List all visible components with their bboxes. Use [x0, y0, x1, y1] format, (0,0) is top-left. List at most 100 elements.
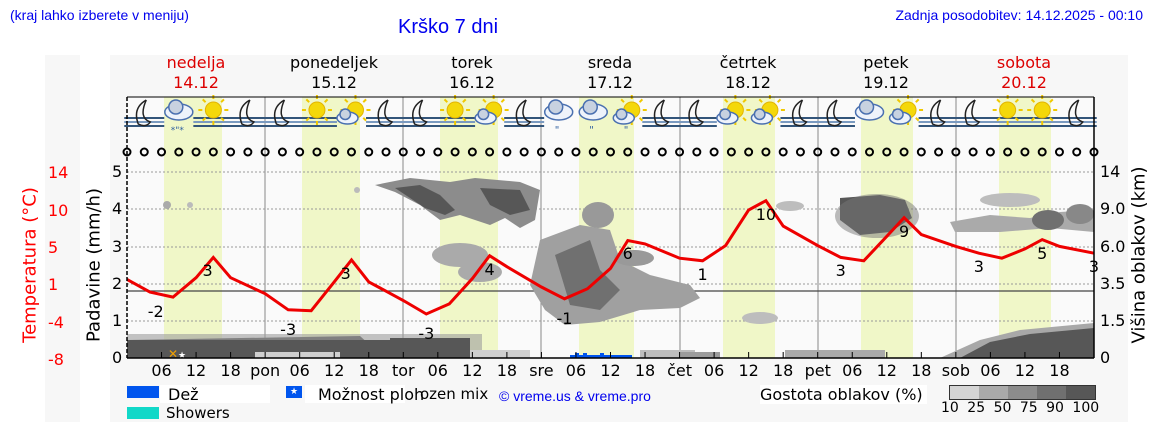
- x-tick-label: 18: [911, 361, 932, 380]
- temp-tick: -4: [48, 313, 64, 332]
- svg-text:★: ★: [178, 351, 186, 361]
- rain-legend-bg: [160, 385, 270, 403]
- x-tick-label: 18: [772, 361, 794, 380]
- page-title: Krško 7 dni: [398, 16, 499, 38]
- sun-cloud-icon: [750, 95, 785, 125]
- day-date: 15.12: [311, 73, 357, 92]
- temp-tick: -8: [48, 350, 64, 369]
- x-tick-label: 12: [324, 361, 345, 380]
- day-name: ponedeljek: [290, 53, 378, 72]
- cloud-rain-icon: ": [543, 99, 574, 136]
- precip-tick: 1: [112, 311, 123, 330]
- sun-cloud-rain-icon: ": [612, 95, 647, 136]
- density-tick: 90: [1046, 400, 1064, 416]
- day-name: četrtek: [719, 53, 777, 72]
- density-tick: 75: [1019, 400, 1038, 416]
- svg-text:": ": [624, 125, 629, 136]
- cloud-rain-icon: ": [578, 99, 608, 136]
- cloud-height-axis-label: Višina oblakov (km): [1128, 166, 1150, 344]
- x-tick-label: 12: [462, 361, 483, 380]
- precip-tick: 4: [112, 199, 123, 218]
- density-tick: 50: [993, 400, 1012, 416]
- x-tick-label: 12: [1014, 361, 1036, 380]
- sun-cloud-icon: [474, 95, 509, 125]
- day-name: nedelja: [166, 53, 226, 72]
- moon-fog-icon: [953, 99, 994, 127]
- sun-fog-icon: [193, 95, 234, 127]
- day-date: 20.12: [1001, 73, 1047, 92]
- x-tick-label: 18: [1049, 361, 1070, 380]
- x-tick-label: čet: [667, 361, 693, 380]
- sun-fog-icon: [435, 95, 476, 127]
- region-hint-link[interactable]: (kraj lahko izberete v meniju): [10, 7, 189, 23]
- cloud-icon: [854, 99, 885, 121]
- x-tick-label: 12: [876, 361, 897, 380]
- temperature-line: [126, 198, 1095, 316]
- sun-fog-icon: [987, 95, 1028, 127]
- precip-axis-label-wrap: Padavine (mm/h): [80, 175, 108, 355]
- rain-legend-label: Dež: [168, 385, 199, 404]
- day-name: petek: [863, 53, 909, 72]
- cloud-height-tick: 6.0: [1100, 237, 1126, 256]
- day-date: 14.12: [173, 73, 219, 92]
- cloud-density-shading: [127, 178, 1094, 358]
- precip-axis-label: Padavine (mm/h): [83, 188, 105, 342]
- moon-fog-icon: [400, 99, 441, 127]
- moon-fog-icon: [227, 99, 268, 127]
- showers-legend-swatch: [127, 407, 159, 419]
- sun-fog-icon: [1022, 95, 1063, 127]
- density-25-50: [979, 386, 1008, 399]
- day-label-saturday: sobota 20.12: [955, 53, 1093, 93]
- sun-fog-icon: [296, 95, 337, 127]
- density-90-100: [1066, 386, 1095, 399]
- moon-fog-icon: [366, 99, 407, 127]
- x-tick-label: 06: [151, 361, 172, 380]
- moon-fog-icon: [504, 99, 545, 127]
- temperature-value-label: 1: [697, 264, 708, 284]
- temperature-value-label: 3: [340, 263, 351, 283]
- density-tick: 10: [941, 400, 959, 416]
- last-update-text: Zadnja posodobitev: 14.12.2025 - 00:10: [895, 7, 1143, 23]
- x-tick-label: 18: [358, 361, 379, 380]
- sleet-legend-bg: [305, 385, 405, 403]
- moon-fog-icon: [1056, 99, 1097, 127]
- x-tick-label: 12: [185, 361, 207, 380]
- gridlines: [127, 171, 1094, 322]
- svg-text:": ": [555, 125, 560, 136]
- precip-tick: 0: [112, 348, 123, 367]
- svg-text:✕: ✕: [168, 347, 178, 361]
- day-date: 16.12: [449, 73, 495, 92]
- precip-tick: 5: [112, 162, 123, 181]
- temperature-value-label: -3: [418, 324, 435, 344]
- day-name: sobota: [996, 53, 1052, 72]
- frozen-mix-label: ozen mix: [420, 385, 489, 403]
- temp-tick: 14: [48, 163, 69, 182]
- temp-tick: 1: [48, 275, 59, 294]
- copyright-link[interactable]: © vreme.us & vreme.pro: [499, 388, 651, 404]
- sun-cloud-icon: [716, 95, 751, 125]
- x-tick-label: 18: [634, 361, 656, 380]
- cloud-density-legend-bg: Gostota oblakov (%): [760, 385, 927, 404]
- x-tick-label: 06: [289, 361, 310, 380]
- day-label-friday: petek 19.12: [817, 53, 955, 93]
- precip-tick: 2: [112, 274, 123, 293]
- density-75-90: [1037, 386, 1066, 399]
- cloud-density-scale: [949, 385, 1096, 400]
- temperature-value-label: 5: [1037, 243, 1048, 263]
- x-tick-label: tor: [391, 361, 415, 380]
- day-date: 18.12: [725, 73, 771, 92]
- x-tick-label: 06: [565, 361, 587, 380]
- moon-fog-icon: [676, 99, 717, 127]
- x-tick-label: 12: [600, 361, 621, 380]
- sun-cloud-icon: [888, 95, 924, 125]
- cloud-height-tick: 1.5: [1100, 311, 1126, 330]
- density-tick: 100: [1072, 400, 1100, 416]
- temperature-value-label: 4: [484, 259, 495, 279]
- temperature-value-label: 3: [973, 257, 984, 277]
- x-tick-label: sre: [529, 361, 554, 380]
- day-name: torek: [451, 53, 493, 72]
- rain-bars: [570, 353, 632, 358]
- sun-cloud-icon: [336, 95, 371, 125]
- svg-text:*"*: *"*: [171, 126, 185, 136]
